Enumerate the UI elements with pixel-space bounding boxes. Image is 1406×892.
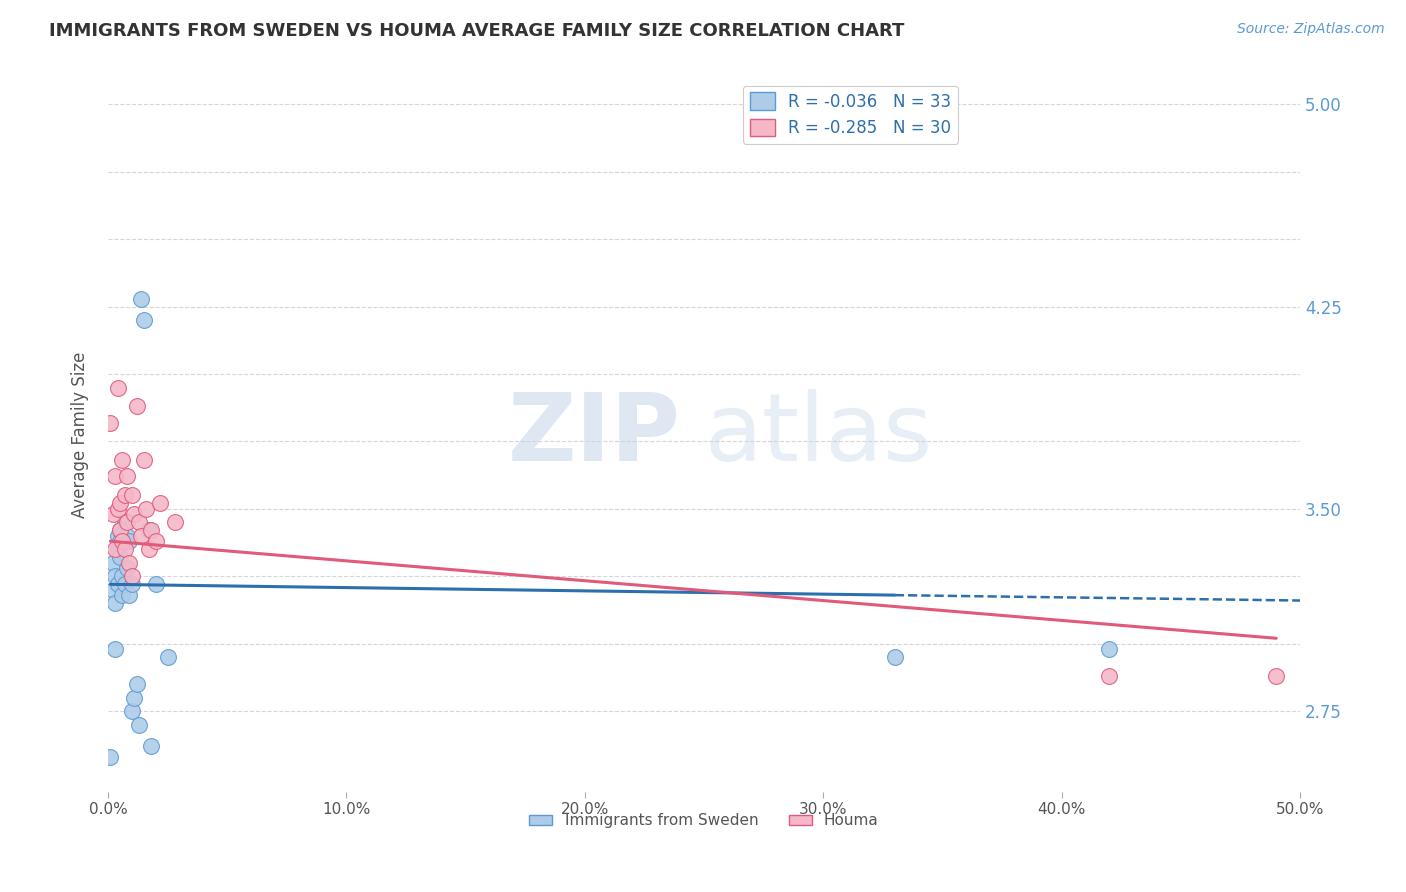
Point bbox=[163, 516, 186, 530]
Point bbox=[104, 542, 127, 557]
Point bbox=[122, 508, 145, 522]
Point bbox=[118, 534, 141, 549]
Point bbox=[101, 582, 124, 597]
Point bbox=[1265, 669, 1288, 683]
Point bbox=[115, 516, 138, 530]
Point bbox=[121, 488, 143, 502]
Point bbox=[101, 508, 124, 522]
Point bbox=[132, 453, 155, 467]
Point bbox=[107, 577, 129, 591]
Text: ZIP: ZIP bbox=[508, 389, 681, 481]
Point bbox=[104, 596, 127, 610]
Point bbox=[114, 516, 136, 530]
Text: atlas: atlas bbox=[704, 389, 932, 481]
Y-axis label: Average Family Size: Average Family Size bbox=[72, 351, 89, 518]
Point bbox=[138, 542, 160, 557]
Point bbox=[883, 650, 905, 665]
Point bbox=[114, 488, 136, 502]
Point bbox=[115, 561, 138, 575]
Point bbox=[121, 569, 143, 583]
Point bbox=[121, 704, 143, 718]
Point bbox=[108, 550, 131, 565]
Point bbox=[128, 516, 150, 530]
Point bbox=[114, 542, 136, 557]
Point bbox=[128, 717, 150, 731]
Point bbox=[135, 501, 157, 516]
Point bbox=[107, 542, 129, 557]
Point bbox=[125, 400, 148, 414]
Point bbox=[114, 577, 136, 591]
Point bbox=[108, 534, 131, 549]
Point bbox=[1098, 642, 1121, 657]
Point bbox=[101, 556, 124, 570]
Text: IMMIGRANTS FROM SWEDEN VS HOUMA AVERAGE FAMILY SIZE CORRELATION CHART: IMMIGRANTS FROM SWEDEN VS HOUMA AVERAGE … bbox=[49, 22, 904, 40]
Point bbox=[121, 577, 143, 591]
Point bbox=[115, 529, 138, 543]
Point bbox=[104, 469, 127, 483]
Point bbox=[111, 453, 134, 467]
Point bbox=[131, 529, 153, 543]
Point bbox=[115, 469, 138, 483]
Point bbox=[139, 739, 162, 753]
Point bbox=[108, 524, 131, 538]
Point bbox=[107, 380, 129, 394]
Point bbox=[132, 313, 155, 327]
Point bbox=[145, 534, 167, 549]
Point bbox=[104, 642, 127, 657]
Point bbox=[125, 677, 148, 691]
Point bbox=[145, 577, 167, 591]
Point bbox=[118, 588, 141, 602]
Point bbox=[131, 292, 153, 306]
Point bbox=[149, 496, 172, 510]
Point bbox=[108, 496, 131, 510]
Point bbox=[122, 690, 145, 705]
Point bbox=[138, 524, 160, 538]
Point bbox=[111, 534, 134, 549]
Point bbox=[111, 588, 134, 602]
Point bbox=[100, 750, 122, 764]
Point bbox=[100, 416, 122, 430]
Point bbox=[111, 569, 134, 583]
Legend: Immigrants from Sweden, Houma: Immigrants from Sweden, Houma bbox=[523, 807, 884, 834]
Point bbox=[1098, 669, 1121, 683]
Point bbox=[104, 569, 127, 583]
Point bbox=[156, 650, 179, 665]
Point bbox=[118, 556, 141, 570]
Point bbox=[139, 524, 162, 538]
Point bbox=[107, 501, 129, 516]
Point bbox=[108, 524, 131, 538]
Text: Source: ZipAtlas.com: Source: ZipAtlas.com bbox=[1237, 22, 1385, 37]
Point bbox=[107, 529, 129, 543]
